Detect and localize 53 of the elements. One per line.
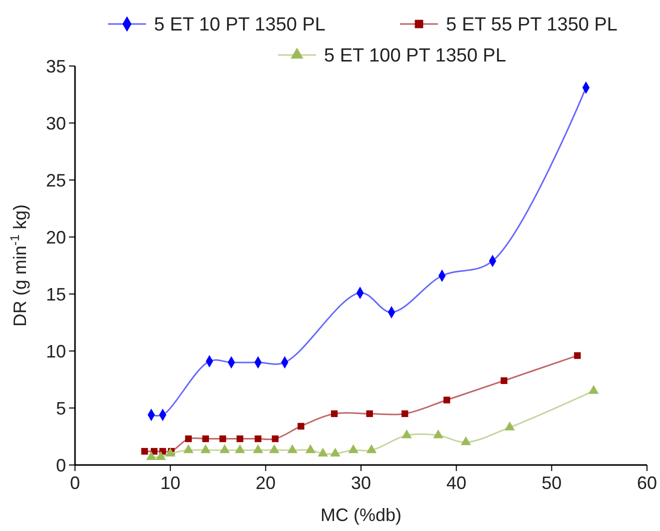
point <box>504 421 515 430</box>
legend-label: 5 ET 100 PT 1350 PL <box>324 46 506 67</box>
point <box>318 448 328 457</box>
y-tick-label: 25 <box>46 170 66 190</box>
point <box>156 451 166 460</box>
legend-label: 5 ET 10 PT 1350 PL <box>154 14 326 36</box>
point <box>234 444 246 454</box>
point <box>287 444 298 454</box>
point <box>183 444 194 454</box>
legend-label: 5 ET 55 PT 1350 PL <box>446 14 618 36</box>
x-tick-label: 60 <box>636 473 658 493</box>
point <box>254 435 262 442</box>
point <box>443 396 450 404</box>
y-tick-label: 30 <box>46 113 66 134</box>
point <box>588 385 599 394</box>
point <box>146 451 156 460</box>
point <box>366 410 373 418</box>
point <box>574 352 581 359</box>
y-tick-label: 20 <box>46 227 66 248</box>
y-tick-label: 5 <box>56 398 66 418</box>
x-tick-label: 40 <box>446 473 466 493</box>
point <box>460 436 471 446</box>
y-tick-label: 0 <box>56 455 66 476</box>
point <box>236 435 244 442</box>
point <box>330 448 340 457</box>
point <box>269 444 280 454</box>
x-tick-label: 30 <box>350 473 372 493</box>
x-tick-label: 50 <box>542 473 562 493</box>
point <box>220 444 230 454</box>
point <box>402 429 412 438</box>
point <box>366 444 377 454</box>
x-tick-label: 0 <box>70 473 80 493</box>
x-tick-label: 10 <box>160 473 180 493</box>
point <box>348 444 358 454</box>
x-axis-title: MC (%db) <box>320 505 402 525</box>
point <box>185 435 192 442</box>
point <box>433 429 444 438</box>
point <box>402 410 408 418</box>
point <box>252 444 264 454</box>
y-tick-label: 10 <box>46 341 66 362</box>
point <box>202 435 209 442</box>
point <box>141 448 148 455</box>
point <box>200 444 211 454</box>
point <box>165 448 176 457</box>
point <box>330 410 338 418</box>
x-tick-label: 20 <box>256 473 276 493</box>
y-tick-label: 35 <box>46 56 66 76</box>
point <box>298 422 304 430</box>
point <box>500 377 508 384</box>
point <box>272 435 279 442</box>
point <box>305 444 316 454</box>
y-tick-label: 15 <box>46 284 66 304</box>
point <box>219 435 226 442</box>
